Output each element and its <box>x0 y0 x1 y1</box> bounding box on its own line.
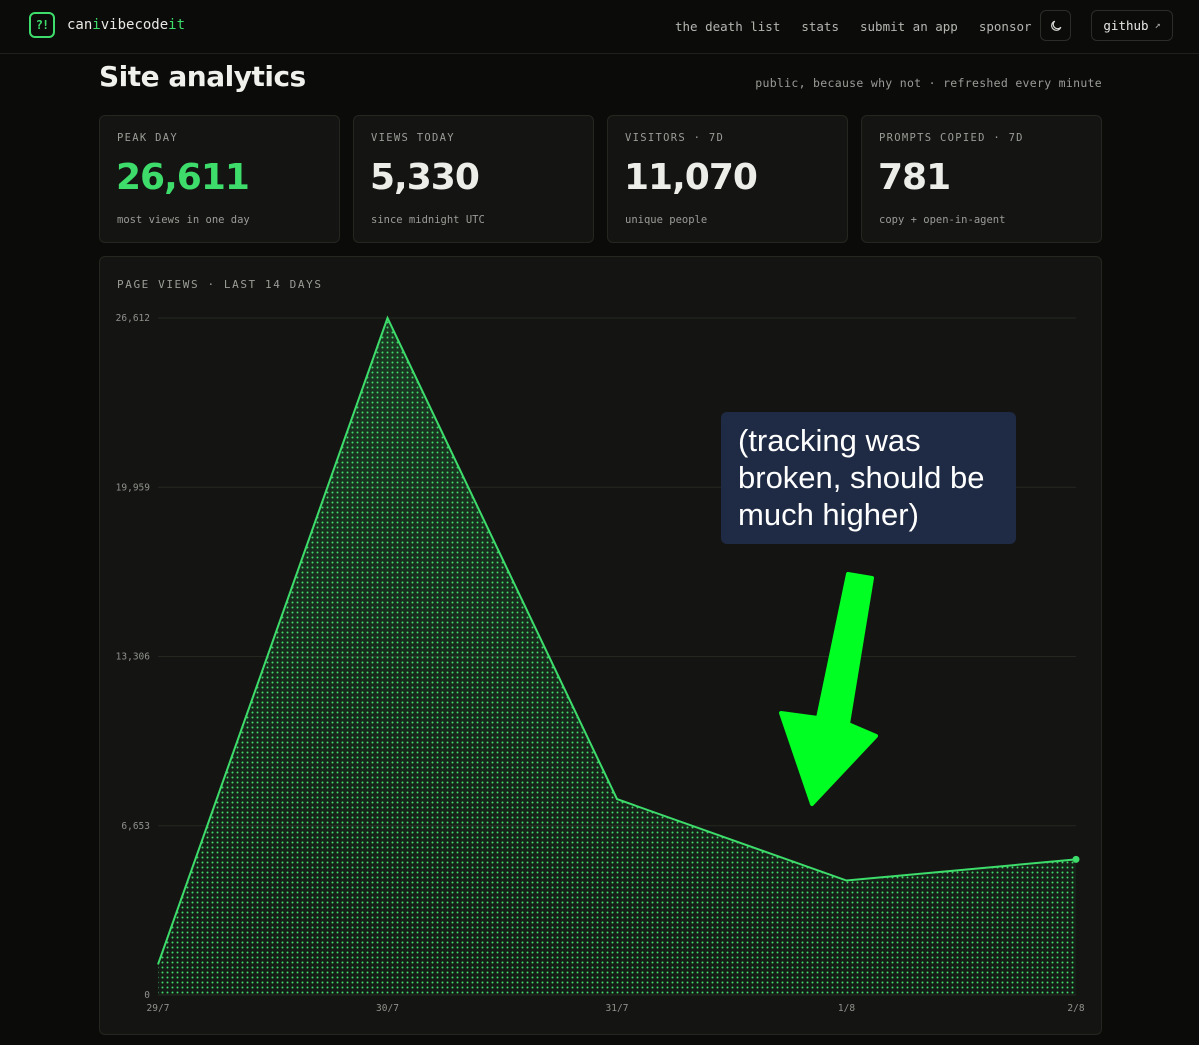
stat-label: PEAK DAY <box>117 132 178 144</box>
theme-toggle-button[interactable] <box>1040 10 1071 41</box>
stat-value: 781 <box>878 157 951 198</box>
series-line <box>157 315 1077 965</box>
brand-suffix: it <box>168 17 186 33</box>
stat-card-visitors: VISITORS · 7D 11,070 unique people <box>607 115 848 243</box>
y-tick-label: 0 <box>144 990 150 1001</box>
stat-card-prompts-copied: PROMPTS COPIED · 7D 781 copy + open-in-a… <box>861 115 1102 243</box>
logo-icon[interactable]: ?! <box>29 12 55 38</box>
stat-subtext: copy + open-in-agent <box>879 214 1006 226</box>
nav-link-submit-app[interactable]: submit an app <box>860 19 958 34</box>
annotation-line: broken, should be <box>738 460 985 495</box>
annotation-note: (tracking was broken, should be much hig… <box>721 412 1016 544</box>
area-dots <box>158 318 1076 995</box>
x-tick-label: 30/7 <box>376 1003 399 1014</box>
x-tick-label: 1/8 <box>838 1003 855 1014</box>
stat-label: VIEWS TODAY <box>371 132 455 144</box>
stat-value: 11,070 <box>624 157 758 198</box>
nav-link-sponsor[interactable]: sponsor <box>978 19 1032 34</box>
brand-name[interactable]: canivibecodeit <box>67 17 185 33</box>
nav-links: the death list stats submit an app spons… <box>675 19 1032 34</box>
annotation-arrow <box>779 572 878 806</box>
nav-link-stats[interactable]: stats <box>801 19 839 34</box>
x-tick-label: 2/8 <box>1067 1003 1084 1014</box>
stat-subtext: unique people <box>625 214 708 226</box>
top-nav: ?! canivibecodeit the death list stats s… <box>0 0 1199 54</box>
y-tick-label: 13,306 <box>116 652 151 663</box>
stat-subtext: most views in one day <box>117 214 250 226</box>
stat-subtext: since midnight UTC <box>371 214 485 226</box>
stat-card-views-today: VIEWS TODAY 5,330 since midnight UTC <box>353 115 594 243</box>
external-link-icon: ↗ <box>1154 20 1161 31</box>
github-label: github <box>1103 18 1149 33</box>
page-title: Site analytics <box>99 60 306 93</box>
data-point <box>1072 855 1080 863</box>
annotation-line: much higher) <box>738 497 919 532</box>
page-subtitle: public, because why not · refreshed ever… <box>755 76 1102 90</box>
stat-card-peak-day: PEAK DAY 26,611 most views in one day <box>99 115 340 243</box>
stat-label: PROMPTS COPIED · 7D <box>879 132 1024 144</box>
y-tick-label: 6,653 <box>121 821 150 832</box>
github-button[interactable]: github ↗ <box>1091 10 1173 41</box>
stat-value: 5,330 <box>370 157 480 198</box>
x-tick-label: 31/7 <box>606 1003 629 1014</box>
annotation-line: (tracking was <box>738 423 921 458</box>
brand-i: i <box>92 17 101 33</box>
y-tick-label: 26,612 <box>116 313 150 324</box>
x-tick-label: 29/7 <box>147 1003 170 1014</box>
brand-mid: vibecode <box>100 17 169 33</box>
brand-prefix: can <box>67 17 93 33</box>
stat-label: VISITORS · 7D <box>625 132 725 144</box>
moon-icon <box>1050 20 1061 31</box>
chart-title: PAGE VIEWS · LAST 14 DAYS <box>117 278 323 291</box>
nav-link-death-list[interactable]: the death list <box>675 19 781 34</box>
y-tick-label: 19,959 <box>116 482 151 493</box>
stat-value: 26,611 <box>116 157 250 198</box>
